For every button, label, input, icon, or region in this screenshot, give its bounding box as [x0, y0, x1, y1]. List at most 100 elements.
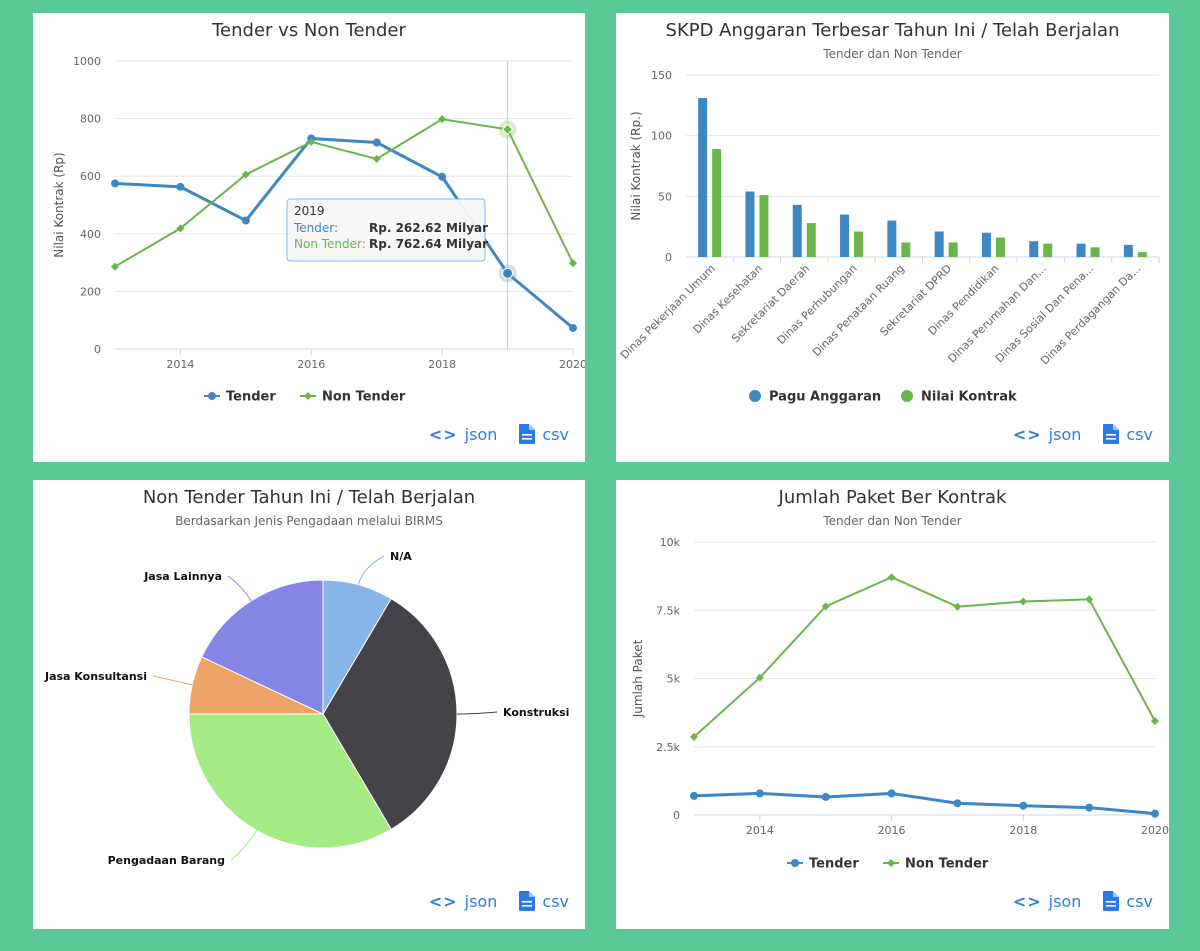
bar-nilai [712, 149, 722, 257]
data-point [1085, 803, 1094, 812]
data-point [569, 259, 577, 268]
data-point [438, 115, 447, 124]
csv-link[interactable]: csv [519, 424, 569, 444]
bar-nilai [948, 242, 958, 257]
json-link[interactable]: <> json [429, 425, 498, 444]
y-tick-label: 5k [667, 673, 681, 686]
y-axis-label: Nilai Kontrak (Rp) [52, 152, 66, 257]
y-tick-label: 0 [665, 251, 672, 264]
file-icon [1103, 891, 1120, 911]
x-tick-label: 2016 [297, 358, 325, 371]
data-point [438, 172, 447, 181]
json-link[interactable]: <> json [1013, 425, 1082, 444]
file-icon [519, 891, 536, 911]
legend-marker [887, 859, 895, 867]
download-links: <> json csv [1013, 424, 1153, 444]
y-axis-label: Nilai Kontrak (Rp.) [629, 111, 643, 220]
pie-slice [322, 597, 458, 831]
pie-connector [230, 830, 258, 861]
data-point [1019, 597, 1028, 606]
bar-pagu [1123, 244, 1133, 257]
bar-nilai [759, 195, 769, 257]
bar-nilai [901, 242, 911, 257]
data-point [1085, 595, 1094, 604]
y-tick-label: 200 [80, 285, 101, 298]
csv-link-label: csv [1126, 891, 1153, 911]
data-point [1151, 809, 1159, 818]
legend-label: Non Tender [322, 390, 406, 405]
x-category-label: Dinas Sosial Dan Pena... [993, 262, 1096, 365]
y-axis-label: Jumlah Paket [631, 639, 645, 718]
pie-connector [227, 575, 252, 602]
code-icon: <> [1012, 424, 1042, 444]
bar-nilai [806, 223, 816, 257]
csv-link[interactable]: csv [1103, 424, 1153, 444]
x-category-label: Dinas Perdagangan Da... [1038, 262, 1143, 367]
chart-title: Jumlah Paket Ber Kontrak [778, 487, 1007, 508]
tooltip-row-value: Rp. 262.62 Milyar [369, 221, 488, 235]
x-category-label: Dinas Perhubungan [775, 262, 860, 347]
chart-title: Non Tender Tahun Ini / Telah Berjalan [142, 487, 476, 508]
x-tick-label: 2018 [428, 358, 456, 371]
data-point [307, 137, 316, 146]
x-category-label: Dinas Perumahan Dan... [945, 262, 1048, 365]
tooltip-row-label: Non Tender: [294, 237, 366, 251]
bar-nilai [1090, 247, 1100, 257]
csv-link[interactable]: csv [519, 891, 569, 911]
chart-subtitle: Berdasarkan Jenis Pengadaan melalui BIRM… [175, 514, 443, 528]
series-line-1 [114, 118, 574, 268]
legend-marker [208, 392, 216, 400]
y-tick-label: 100 [651, 130, 672, 143]
data-point [111, 179, 119, 188]
csv-link[interactable]: csv [1103, 891, 1153, 911]
download-links: <> json csv [429, 424, 569, 444]
tooltip-header: 2019 [294, 204, 325, 218]
legend-label: Tender [809, 857, 859, 872]
x-category-label: Dinas Penataan Ruang [810, 262, 907, 359]
bar-pagu [934, 231, 944, 257]
bar-pagu [1029, 241, 1039, 257]
pie-slice [201, 579, 324, 715]
pie-chart-non-tender: N/A Konstruksi Pengadaan Barang Jasa Konsul… [44, 550, 569, 867]
json-link[interactable]: <> json [1013, 892, 1082, 911]
csv-link-label: csv [542, 891, 569, 911]
y-tick-label: 400 [80, 228, 101, 241]
line-chart-tender-vs-non-tender: 0 200 400 600 800 1000 2014 2016 2018 2020 Nilai K… [52, 55, 585, 405]
y-tick-label: 800 [80, 113, 101, 126]
json-link-label: json [1048, 891, 1082, 911]
chart-subtitle: Tender dan Non Tender [823, 47, 962, 61]
y-tick-label: 1000 [73, 55, 101, 68]
file-icon [1103, 424, 1120, 444]
bar-pagu [840, 214, 850, 257]
data-point [111, 262, 119, 271]
series-line-0 [693, 791, 1156, 816]
bar-nilai [995, 237, 1005, 257]
pie-label: N/A [390, 550, 412, 563]
code-icon: <> [428, 891, 458, 911]
pie-label: Konstruksi [503, 706, 569, 719]
data-point [953, 602, 962, 611]
json-link[interactable]: <> json [429, 892, 498, 911]
pie-slice [188, 713, 392, 849]
bar-pagu [792, 204, 802, 257]
y-tick-label: 600 [80, 170, 101, 183]
series-line-0 [114, 136, 574, 330]
legend-label: Non Tender [905, 857, 989, 872]
data-point [372, 138, 381, 147]
data-point [690, 732, 698, 741]
legend-label: Tender [226, 390, 276, 405]
bar-nilai [854, 231, 864, 257]
data-point [502, 267, 514, 279]
legend-marker [791, 859, 799, 867]
panel-jumlah-paket: Jumlah Paket Ber Kontrak Tender dan Non … [616, 480, 1169, 929]
data-point [372, 154, 381, 163]
y-tick-label: 0 [94, 343, 101, 356]
bar-pagu [698, 98, 708, 257]
y-tick-label: 150 [651, 69, 672, 82]
chart-subtitle: Tender dan Non Tender [823, 514, 962, 528]
legend-label: Nilai Kontrak [921, 390, 1017, 405]
data-point [821, 792, 830, 801]
bar-chart-skpd-anggaran: 0 50 100 150 Nilai Kontrak (Rp.) Dinas Pekerj… [618, 69, 1160, 405]
pie-connector [456, 711, 498, 715]
bar-pagu [745, 191, 755, 257]
